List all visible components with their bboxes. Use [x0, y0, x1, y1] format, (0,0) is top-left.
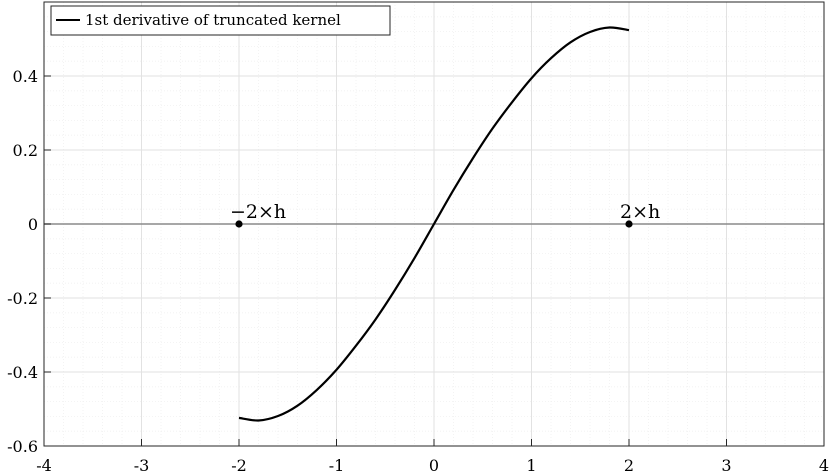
x-tick-label: 1	[526, 456, 536, 475]
y-tick-label: 0.2	[13, 141, 38, 160]
y-tick-labels: -0.6 -0.4 -0.2 0 0.2 0.4	[7, 67, 38, 456]
y-tick-label: -0.4	[7, 363, 38, 382]
y-tick-label: -0.2	[7, 289, 38, 308]
y-tick-label: 0.4	[13, 67, 38, 86]
x-tick-label: 2	[624, 456, 634, 475]
annotation-marker	[625, 220, 633, 228]
legend: 1st derivative of truncated kernel	[50, 5, 391, 36]
y-tick-label: 0	[28, 215, 38, 234]
annotations: −2×h 2×h	[230, 201, 660, 228]
series-line	[238, 26, 630, 422]
x-tick-label: 0	[429, 456, 439, 475]
series-layer	[238, 26, 630, 422]
annotation-label: −2×h	[230, 201, 286, 223]
x-tick-label: -1	[329, 456, 345, 475]
axis-ticks	[43, 75, 825, 447]
x-tick-label: -2	[231, 456, 247, 475]
x-tick-labels: -4 -3 -2 -1 0 1 2 3 4	[36, 456, 829, 475]
legend-box	[50, 5, 391, 36]
x-tick-label: 4	[819, 456, 829, 475]
x-tick-label: -3	[134, 456, 150, 475]
x-tick-label: 3	[721, 456, 731, 475]
annotation-marker	[235, 220, 243, 228]
annotation-label: 2×h	[620, 201, 660, 223]
y-tick-label: -0.6	[7, 437, 38, 456]
x-tick-label: -4	[36, 456, 52, 475]
legend-label: 1st derivative of truncated kernel	[85, 11, 341, 29]
